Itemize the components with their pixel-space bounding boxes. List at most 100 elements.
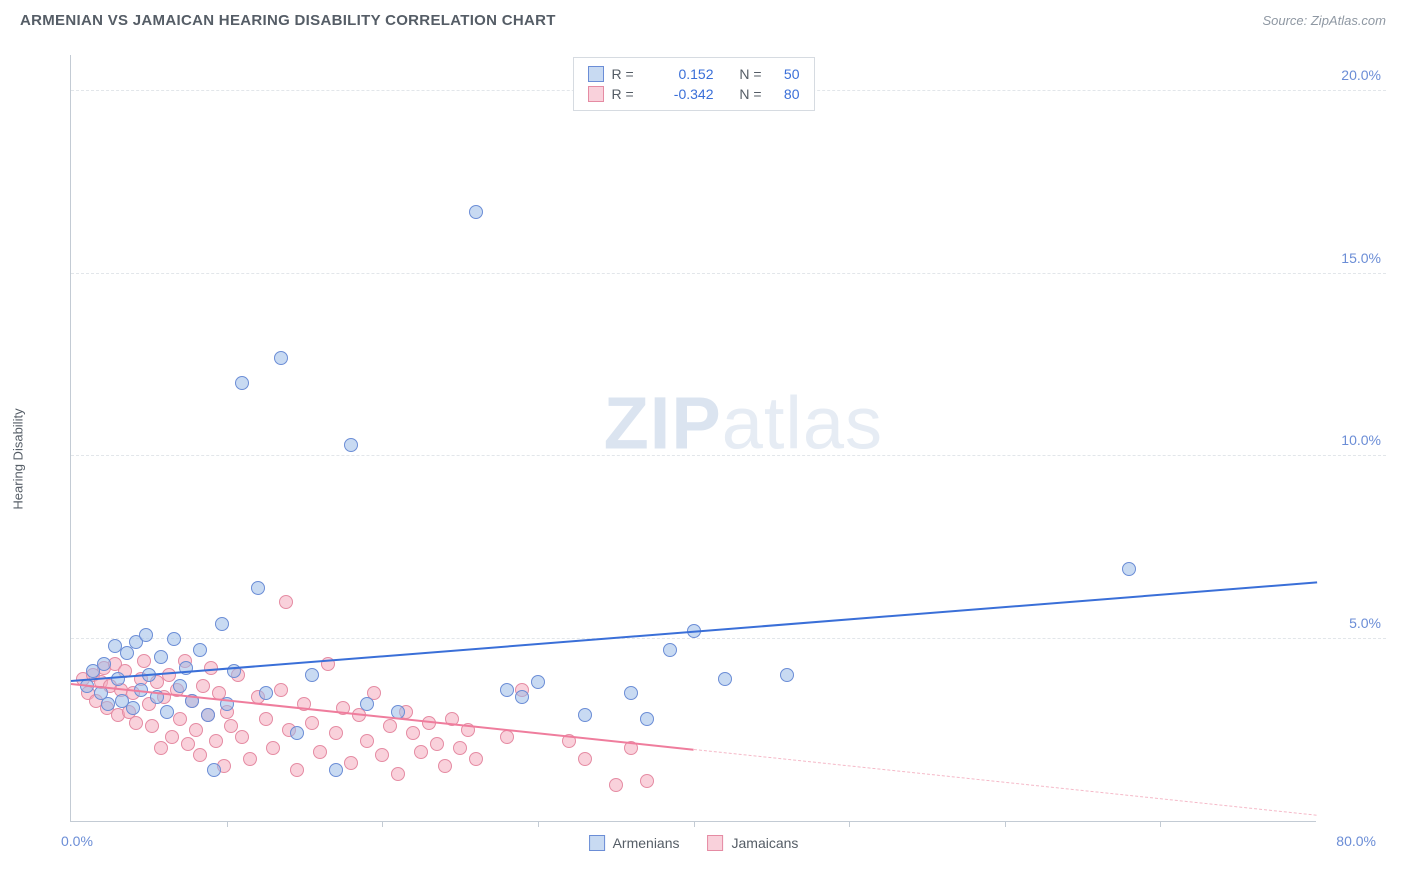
x-axis-origin-label: 0.0% (61, 833, 93, 849)
scatter-point-armenians (500, 683, 514, 697)
scatter-point-armenians (360, 697, 374, 711)
legend-r-jamaicans: -0.342 (654, 86, 714, 102)
gridline-h (71, 638, 1386, 639)
source-attribution: Source: ZipAtlas.com (1262, 12, 1386, 30)
scatter-point-armenians (173, 679, 187, 693)
legend-r-label: R = (612, 66, 646, 82)
scatter-point-armenians (193, 643, 207, 657)
scatter-point-armenians (215, 617, 229, 631)
chart-container: Hearing Disability ZIPatlas R = 0.152 N … (30, 55, 1386, 862)
y-tick-label: 20.0% (1341, 67, 1381, 83)
gridline-h (71, 273, 1386, 274)
x-axis-max-label: 80.0% (1336, 833, 1376, 849)
scatter-point-jamaicans (469, 752, 483, 766)
x-tick-mark (849, 821, 850, 827)
scatter-point-armenians (126, 701, 140, 715)
scatter-point-jamaicans (453, 741, 467, 755)
swatch-jamaicans-icon (588, 86, 604, 102)
x-tick-mark (382, 821, 383, 827)
legend-stats-row-jamaicans: R = -0.342 N = 80 (588, 84, 800, 104)
scatter-point-jamaicans (189, 723, 203, 737)
scatter-point-armenians (139, 628, 153, 642)
scatter-point-armenians (160, 705, 174, 719)
scatter-point-jamaicans (274, 683, 288, 697)
scatter-point-jamaicans (165, 730, 179, 744)
scatter-point-jamaicans (329, 726, 343, 740)
scatter-point-jamaicans (181, 737, 195, 751)
watermark-atlas: atlas (722, 381, 883, 464)
scatter-point-armenians (578, 708, 592, 722)
scatter-point-jamaicans (162, 668, 176, 682)
legend-label-jamaicans: Jamaicans (732, 835, 799, 851)
scatter-point-armenians (663, 643, 677, 657)
scatter-point-jamaicans (383, 719, 397, 733)
source-name: ZipAtlas.com (1311, 13, 1386, 28)
swatch-jamaicans-icon (708, 835, 724, 851)
scatter-point-armenians (290, 726, 304, 740)
trend-line (694, 749, 1317, 816)
scatter-point-jamaicans (145, 719, 159, 733)
source-prefix: Source: (1262, 13, 1310, 28)
scatter-point-armenians (624, 686, 638, 700)
scatter-point-jamaicans (414, 745, 428, 759)
x-tick-mark (1160, 821, 1161, 827)
legend-r-armenians: 0.152 (654, 66, 714, 82)
scatter-point-jamaicans (137, 654, 151, 668)
plot-area: ZIPatlas R = 0.152 N = 50 R = -0.342 N =… (70, 55, 1316, 822)
y-tick-label: 15.0% (1341, 250, 1381, 266)
legend-r-label: R = (612, 86, 646, 102)
scatter-point-armenians (780, 668, 794, 682)
scatter-point-jamaicans (266, 741, 280, 755)
scatter-point-jamaicans (609, 778, 623, 792)
scatter-point-jamaicans (305, 716, 319, 730)
legend-n-label: N = (722, 66, 762, 82)
scatter-point-armenians (531, 675, 545, 689)
scatter-point-jamaicans (406, 726, 420, 740)
scatter-point-jamaicans (235, 730, 249, 744)
scatter-point-armenians (259, 686, 273, 700)
legend-stats: R = 0.152 N = 50 R = -0.342 N = 80 (573, 57, 815, 111)
scatter-point-armenians (640, 712, 654, 726)
y-axis-label: Hearing Disability (11, 408, 26, 509)
scatter-point-jamaicans (154, 741, 168, 755)
scatter-point-jamaicans (360, 734, 374, 748)
scatter-point-jamaicans (290, 763, 304, 777)
scatter-point-armenians (101, 697, 115, 711)
chart-title: ARMENIAN VS JAMAICAN HEARING DISABILITY … (20, 12, 556, 29)
scatter-point-armenians (469, 205, 483, 219)
swatch-armenians-icon (589, 835, 605, 851)
watermark-zip: ZIP (604, 381, 722, 464)
legend-n-armenians: 50 (770, 66, 800, 82)
legend-stats-row-armenians: R = 0.152 N = 50 (588, 64, 800, 84)
scatter-point-jamaicans (224, 719, 238, 733)
scatter-point-jamaicans (313, 745, 327, 759)
scatter-point-jamaicans (500, 730, 514, 744)
scatter-point-armenians (515, 690, 529, 704)
scatter-point-jamaicans (173, 712, 187, 726)
y-tick-label: 10.0% (1341, 432, 1381, 448)
scatter-point-armenians (344, 438, 358, 452)
scatter-point-armenians (235, 376, 249, 390)
scatter-point-jamaicans (430, 737, 444, 751)
scatter-point-jamaicans (375, 748, 389, 762)
scatter-point-armenians (251, 581, 265, 595)
x-tick-mark (694, 821, 695, 827)
scatter-point-jamaicans (391, 767, 405, 781)
scatter-point-armenians (111, 672, 125, 686)
scatter-point-jamaicans (196, 679, 210, 693)
scatter-point-jamaicans (640, 774, 654, 788)
y-tick-label: 5.0% (1349, 615, 1381, 631)
x-tick-mark (538, 821, 539, 827)
legend-n-jamaicans: 80 (770, 86, 800, 102)
swatch-armenians-icon (588, 66, 604, 82)
legend-item-jamaicans: Jamaicans (708, 835, 799, 851)
scatter-point-armenians (1122, 562, 1136, 576)
scatter-point-jamaicans (209, 734, 223, 748)
scatter-point-armenians (154, 650, 168, 664)
x-tick-mark (1005, 821, 1006, 827)
scatter-point-armenians (97, 657, 111, 671)
scatter-point-armenians (305, 668, 319, 682)
scatter-point-jamaicans (279, 595, 293, 609)
scatter-point-armenians (167, 632, 181, 646)
legend-series: Armenians Jamaicans (589, 835, 799, 851)
